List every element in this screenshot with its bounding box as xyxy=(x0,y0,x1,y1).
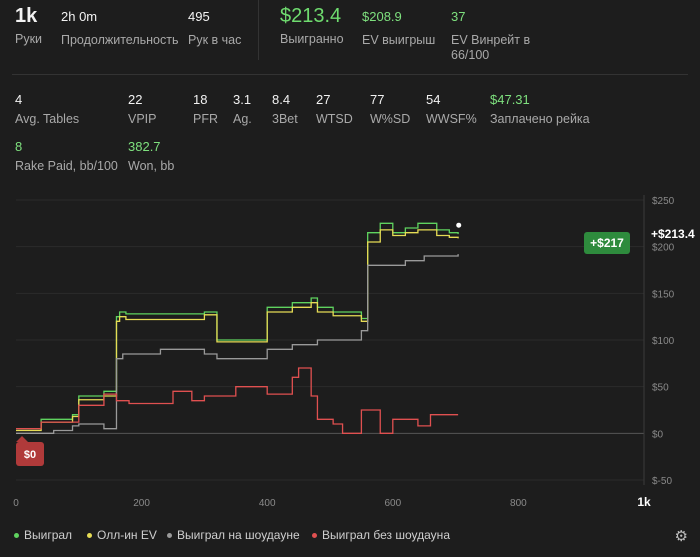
stat-label: WWSF% xyxy=(426,111,477,126)
header-divider xyxy=(12,74,688,75)
stat-value: 27 xyxy=(316,92,331,107)
stat-1-1: 22 VPIP xyxy=(128,92,157,127)
stat-label: W%SD xyxy=(370,111,411,126)
tooltip-badge xyxy=(584,232,630,254)
hover-point xyxy=(456,222,462,228)
duration-value: 2h 0m xyxy=(61,9,98,24)
end-value-label: +$213.4 xyxy=(651,227,695,241)
x-tick-label: 200 xyxy=(133,498,150,509)
stat-1-0: 4 Avg. Tables xyxy=(15,92,79,127)
stat-value: 8.4 xyxy=(272,92,291,107)
stat-1-7: 54 WWSF% xyxy=(426,92,477,127)
y-tick-label: $150 xyxy=(652,289,675,300)
legend-label: Выиграл на шоудауне xyxy=(177,528,300,542)
series-line xyxy=(16,367,459,434)
stat-2-0: 8 Rake Paid, bb/100 xyxy=(15,139,118,174)
legend-dot-icon xyxy=(312,532,317,538)
stat-label: WTSD xyxy=(316,111,353,126)
duration-label: Продолжительность xyxy=(61,32,179,47)
legend-dot-icon xyxy=(87,532,92,538)
legend-item[interactable]: Выиграл без шоудауна xyxy=(312,528,450,542)
tooltip-label: +$217 xyxy=(590,236,624,250)
ev-won-label: EV выигрыш xyxy=(362,32,436,47)
hands-per-hour-stat: 495 Рук в час xyxy=(188,9,241,48)
legend-item[interactable]: Выиграл xyxy=(14,528,72,542)
stat-label: 3Bet xyxy=(272,111,298,126)
hands-value: 1k xyxy=(15,5,38,27)
stat-1-4: 8.4 3Bet xyxy=(272,92,298,127)
x-tick-label: 800 xyxy=(510,498,527,509)
legend-dot-icon xyxy=(14,532,19,538)
won-stat: $213.4 Выигранно xyxy=(280,4,344,47)
stat-label: VPIP xyxy=(128,111,157,126)
stat-value: 4 xyxy=(15,92,23,107)
y-tick-label: $0 xyxy=(652,429,664,440)
stat-1-5: 27 WTSD xyxy=(316,92,353,127)
legend-label: Выиграл без шоудауна xyxy=(322,528,450,542)
stat-value: 8 xyxy=(15,139,23,154)
stat-value: 382.7 xyxy=(128,139,161,154)
ev-won-value: $208.9 xyxy=(362,9,402,24)
stat-label: Ag. xyxy=(233,111,252,126)
stat-2-1: 382.7 Won, bb xyxy=(128,139,174,174)
stat-value: 22 xyxy=(128,92,143,107)
ev-won-stat: $208.9 EV выигрыш xyxy=(362,9,435,48)
ev-winrate-label: EV Винрейт в 66/100 xyxy=(451,32,531,62)
stat-label: Avg. Tables xyxy=(15,111,80,126)
stat-value: 54 xyxy=(426,92,441,107)
x-tick-label: 400 xyxy=(259,498,276,509)
series-line xyxy=(16,222,459,430)
hands-per-hour-value: 495 xyxy=(188,9,210,24)
hands-stat: 1k Руки xyxy=(15,4,42,47)
legend-item[interactable]: Выиграл на шоудауне xyxy=(167,528,300,542)
stat-label: PFR xyxy=(193,111,218,126)
profit-chart: $250 $200 $150 $100 $50 $0 $-50 0 200 400 600 800 1k… xyxy=(13,195,695,509)
y-tick-label: $-50 xyxy=(652,476,672,487)
summary-divider xyxy=(258,0,259,60)
stat-value: 3.1 xyxy=(233,92,252,107)
legend-item[interactable]: Олл-ин EV xyxy=(87,528,157,542)
y-tick-label: $100 xyxy=(652,336,675,347)
y-tick-label: $50 xyxy=(652,383,669,394)
legend-label: Выиграл xyxy=(24,528,73,542)
ev-winrate-stat: 37 EV Винрейт в 66/100 xyxy=(451,9,541,63)
stat-label: Заплачено рейка xyxy=(490,111,590,126)
hands-per-hour-label: Рук в час xyxy=(188,32,242,47)
x-tick-label: 600 xyxy=(384,498,401,509)
gear-icon[interactable]: ⚙ xyxy=(674,528,688,545)
stat-value: 77 xyxy=(370,92,385,107)
start-badge-label: $0 xyxy=(24,449,36,461)
legend-label: Олл-ин EV xyxy=(97,528,157,542)
won-value: $213.4 xyxy=(280,5,342,27)
x-tick-label: 1k xyxy=(637,495,651,509)
stat-1-2: 18 PFR xyxy=(193,92,218,127)
start-badge xyxy=(16,442,44,466)
start-badge-pointer xyxy=(16,436,28,442)
won-label: Выигранно xyxy=(280,32,344,46)
stat-1-8: $47.31 Заплачено рейка xyxy=(490,92,590,127)
x-tick-label: 0 xyxy=(13,498,19,509)
series-line xyxy=(16,254,459,434)
ev-winrate-value: 37 xyxy=(451,9,466,24)
stat-1-6: 77 W%SD xyxy=(370,92,410,127)
stat-value: $47.31 xyxy=(490,92,530,107)
stat-value: 18 xyxy=(193,92,208,107)
y-tick-label: $200 xyxy=(652,243,675,254)
stat-label: Won, bb xyxy=(128,158,175,173)
y-tick-label: $250 xyxy=(652,196,675,207)
stat-label: Rake Paid, bb/100 xyxy=(15,158,118,173)
stat-1-3: 3.1 Ag. xyxy=(233,92,252,127)
legend-dot-icon xyxy=(167,532,172,538)
series-line xyxy=(16,229,459,432)
hands-label: Руки xyxy=(15,32,43,46)
duration-stat: 2h 0m Продолжительность xyxy=(61,9,179,48)
